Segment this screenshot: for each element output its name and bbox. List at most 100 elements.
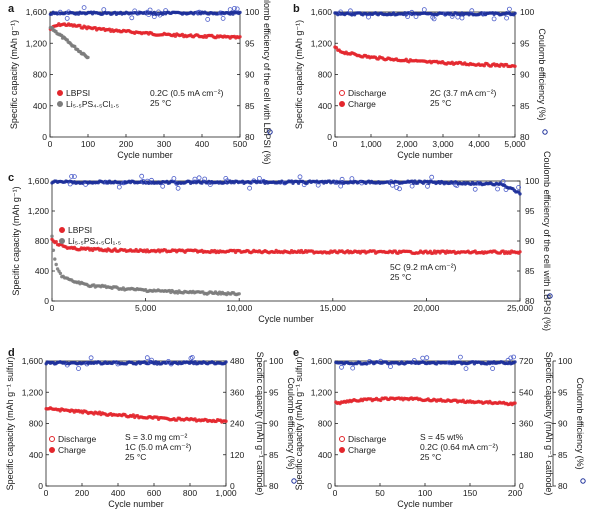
ce-axis-marker <box>267 129 273 135</box>
series-coulomb-efficiency <box>333 6 517 22</box>
plot-frame <box>51 180 521 302</box>
x-axis-label: Cycle number <box>117 150 173 160</box>
legend-marker <box>339 436 345 442</box>
y-right-tick-label: 100 <box>269 356 283 366</box>
x-tick-label: 4,000 <box>468 139 490 149</box>
data-point-open <box>247 185 253 191</box>
data-point-open <box>234 6 240 12</box>
series-coulomb-efficiency <box>334 354 517 372</box>
y-left-tick-label: 400 <box>33 101 47 111</box>
legend-marker <box>57 90 63 96</box>
panel-letter-d: d <box>8 347 15 359</box>
x-tick-label: 15,000 <box>320 303 346 313</box>
y-left-tick-label: 400 <box>318 101 332 111</box>
y-left-tick-label: 1,200 <box>311 387 333 397</box>
annotation-text: 25 °C <box>430 98 451 108</box>
data-point-open <box>160 183 166 189</box>
series-reference-capacity <box>48 25 90 60</box>
data-point-open <box>147 7 153 13</box>
y-mid-tick-label: 0 <box>519 481 524 491</box>
data-point <box>51 248 56 252</box>
x-tick-label: 0 <box>50 303 55 313</box>
data-point-open <box>88 355 94 361</box>
panel-b: b 0 1,000 2,000 3,000 4,000 5,000 Cycle number 0… <box>293 3 548 160</box>
x-tick-label: 0 <box>44 488 49 498</box>
data-point-open <box>457 354 463 360</box>
data-point-open <box>231 5 237 11</box>
data-point-open <box>394 185 400 190</box>
panel-letter-e: e <box>293 347 299 359</box>
annotation-text: 0.2C (0.64 mA cm⁻²) <box>420 442 498 452</box>
y-left-tick-label: 1,600 <box>22 356 44 366</box>
y-left-tick-label: 800 <box>318 70 332 80</box>
data-point-open <box>459 15 465 21</box>
data-point-open <box>175 185 181 191</box>
data-point-open <box>129 15 135 21</box>
x-tick-label: 0 <box>333 139 338 149</box>
data-point <box>238 35 242 39</box>
y-mid-axis-label: Specific capacity (mAh g⁻¹ cathode) <box>544 352 554 496</box>
legend-marker <box>339 90 345 96</box>
legend-marker <box>59 227 65 233</box>
y-left-tick-label: 800 <box>29 419 43 429</box>
legend-marker <box>49 436 55 442</box>
series-capacity <box>334 396 517 407</box>
legend-label: Charge <box>348 99 376 109</box>
panel-letter-c: c <box>8 172 14 184</box>
y-left-tick-label: 1,600 <box>26 7 48 17</box>
data-point <box>73 44 77 49</box>
legend-marker <box>339 447 345 453</box>
y-left-tick-label: 1,600 <box>28 176 50 186</box>
data-point-open <box>202 176 208 182</box>
data-point-open <box>463 366 469 372</box>
y-left-tick-label: 1,200 <box>22 387 44 397</box>
data-point <box>54 240 58 244</box>
x-tick-label: 600 <box>147 488 161 498</box>
x-tick-label: 5,000 <box>135 303 157 313</box>
data-point <box>53 257 57 261</box>
y-left-tick-label: 800 <box>35 236 49 246</box>
annotation-text: 2C (3.7 mA cm⁻²) <box>430 88 497 98</box>
y-left-axis-label: Specific capacity (mAh g⁻¹ sulfur) <box>5 357 15 491</box>
y-left-tick-label: 400 <box>29 450 43 460</box>
series-reference-capacity <box>50 234 241 297</box>
legend-label: LBPSI <box>66 88 90 98</box>
data-point-open <box>424 355 430 361</box>
y-mid-tick-label: 360 <box>230 387 244 397</box>
series-coulomb-efficiency <box>44 354 228 371</box>
data-point-open <box>405 14 411 19</box>
legend-marker <box>339 101 345 107</box>
data-point-open <box>69 173 74 179</box>
y-left-axis-label: Specific capacity (mAh g⁻¹) <box>9 20 19 129</box>
x-tick-label: 5,000 <box>504 139 526 149</box>
x-tick-label: 150 <box>463 488 477 498</box>
x-tick-label: 10,000 <box>226 303 252 313</box>
data-point <box>513 401 517 405</box>
annotations: S = 45 wt%0.2C (0.64 mA cm⁻²)25 °C <box>420 432 498 462</box>
x-tick-label: 3,000 <box>432 139 454 149</box>
x-tick-label: 2,000 <box>396 139 418 149</box>
ce-axis-marker <box>547 293 553 299</box>
y-mid-tick-label: 480 <box>230 356 244 366</box>
data-point-open <box>116 184 122 190</box>
y-left-tick-label: 0 <box>42 132 47 142</box>
data-point-open <box>511 354 516 360</box>
y-right-tick-label: 80 <box>269 481 279 491</box>
data-point-open <box>76 366 81 371</box>
annotation-text: 5C (9.2 mA cm⁻²) <box>390 262 457 272</box>
data-point-open <box>431 16 437 22</box>
y-right-tick-label: 85 <box>525 266 535 276</box>
data-point-open <box>504 15 510 21</box>
y-right-axis-label: Coulomb efficiency of the cell with LBPS… <box>262 0 272 164</box>
y-right-tick-label: 90 <box>245 70 255 80</box>
y-mid-tick-label: 720 <box>519 356 533 366</box>
y-right-tick-label: 95 <box>558 387 568 397</box>
x-axis-label: Cycle number <box>258 314 314 324</box>
data-point <box>224 360 228 364</box>
y-right-tick-label: 90 <box>269 419 279 429</box>
y-right-tick-label: 85 <box>269 450 279 460</box>
data-point-open <box>425 183 430 189</box>
